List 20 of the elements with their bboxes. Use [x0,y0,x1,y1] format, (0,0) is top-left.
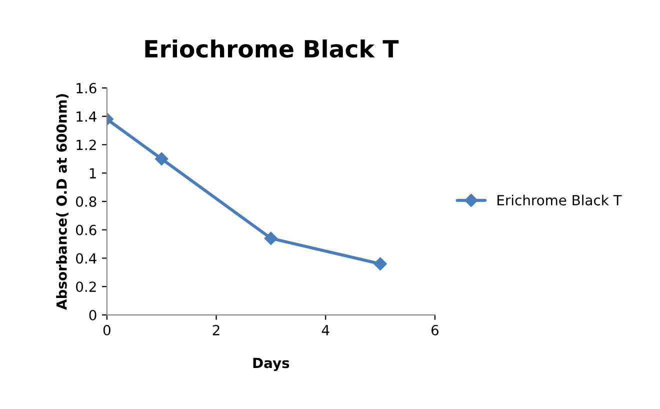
x-tick-label: 4 [322,325,330,336]
x-axis-title: Days [253,358,290,371]
y-tick-label: 1 [90,168,96,178]
x-tick-label: 2 [212,324,220,336]
x-tick-label: 0 [103,324,110,336]
y-tick-label: 1.2 [76,140,96,150]
point [374,257,387,270]
point [155,152,168,166]
point [264,232,278,245]
y-tick-label: 0.4 [76,253,96,264]
y-tick-label: 1.6 [76,82,96,94]
y-tick-label: 0.8 [76,196,96,207]
y-axis-title: Absorbance( O.D at 600nm) [56,94,68,310]
x-tick-label: 6 [431,324,438,336]
y-tick-label: 0 [89,310,96,320]
y-tick-label: 1.4 [76,111,96,122]
legend-label: Erichrome Black T [498,194,622,206]
chart-title: Eriochrome Black T [145,39,399,58]
y-tick-label: 0.6 [76,224,96,236]
y-tick-label: 0.2 [76,282,96,292]
